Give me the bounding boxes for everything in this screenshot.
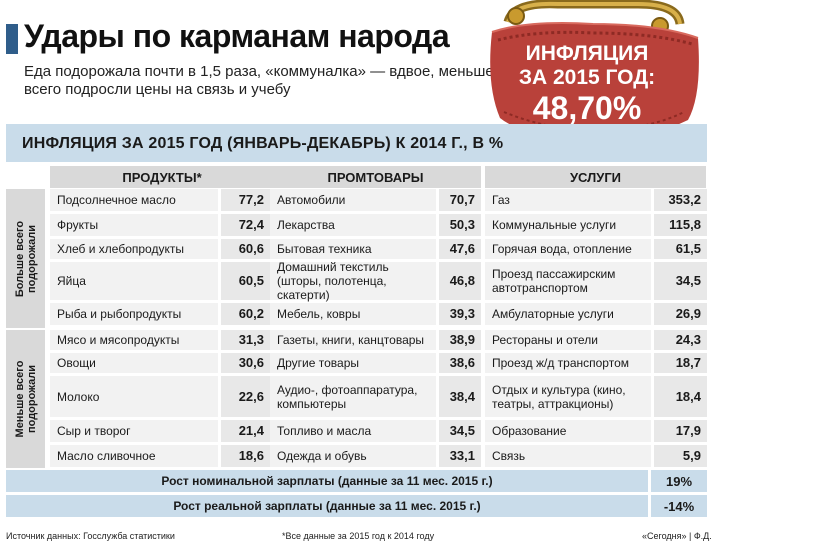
serv-item-label: Проезд пассажирским автотранспортом: [485, 262, 651, 300]
table-title: ИНФЛЯЦИЯ ЗА 2015 ГОД (ЯНВАРЬ-ДЕКАБРЬ) К …: [22, 135, 504, 152]
serv-item-value: 18,7: [654, 353, 707, 373]
food-item-value: 72,4: [221, 214, 270, 236]
food-item-label: Молоко: [50, 376, 218, 417]
food-item-value: 77,2: [221, 189, 270, 211]
food-item-value: 22,6: [221, 376, 270, 417]
food-item-value: 60,2: [221, 303, 270, 325]
serv-item-label: Газ: [485, 189, 651, 211]
serv-item-label: Проезд ж/д транспортом: [485, 353, 651, 373]
food-item-label: Яйца: [50, 262, 218, 300]
serv-item-label: Горячая вода, отопление: [485, 239, 651, 259]
food-item-label: Подсолнечное масло: [50, 189, 218, 211]
food-item-label: Фрукты: [50, 214, 218, 236]
goods-item-label: Другие товары: [270, 353, 436, 373]
goods-item-value: 38,6: [439, 353, 481, 373]
footer-source: Источник данных: Госслужба статистики: [6, 531, 175, 541]
food-item-value: 21,4: [221, 420, 270, 442]
serv-item-label: Образование: [485, 420, 651, 442]
goods-item-label: Автомобили: [270, 189, 436, 211]
goods-item-value: 38,9: [439, 330, 481, 350]
goods-item-label: Одежда и обувь: [270, 445, 436, 467]
serv-item-label: Отдых и культура (кино, театры, аттракци…: [485, 376, 651, 417]
goods-item-value: 39,3: [439, 303, 481, 325]
inflation-badge-label-1: ИНФЛЯЦИЯ: [525, 42, 649, 65]
goods-item-value: 47,6: [439, 239, 481, 259]
inflation-badge: ИНФЛЯЦИЯ ЗА 2015 ГОД: 48,70%: [512, 42, 662, 126]
serv-item-label: Связь: [485, 445, 651, 467]
nominal-wage-value: 19%: [651, 470, 707, 492]
food-item-label: Хлеб и хлебопродукты: [50, 239, 218, 259]
goods-item-value: 33,1: [439, 445, 481, 467]
food-item-label: Мясо и мясопродукты: [50, 330, 218, 350]
goods-item-value: 46,8: [439, 262, 481, 300]
goods-item-label: Лекарства: [270, 214, 436, 236]
page-subtitle: Еда подорожала почти в 1,5 раза, «коммун…: [24, 63, 494, 98]
serv-item-value: 5,9: [654, 445, 707, 467]
goods-item-label: Мебель, ковры: [270, 303, 436, 325]
column-header-services: УСЛУГИ: [485, 166, 706, 188]
real-wage-value: -14%: [651, 495, 707, 517]
page-title: Удары по карманам народа: [24, 18, 450, 54]
goods-item-label: Топливо и масла: [270, 420, 436, 442]
food-item-value: 18,6: [221, 445, 270, 467]
goods-item-value: 50,3: [439, 214, 481, 236]
group-label-least-text: Меньше всего подорожали: [13, 360, 38, 438]
goods-item-value: 34,5: [439, 420, 481, 442]
serv-item-value: 17,9: [654, 420, 707, 442]
goods-item-label: Бытовая техника: [270, 239, 436, 259]
serv-item-value: 34,5: [654, 262, 707, 300]
serv-item-value: 18,4: [654, 376, 707, 417]
food-item-value: 60,6: [221, 239, 270, 259]
column-header-goods: ПРОМТОВАРЫ: [270, 166, 481, 188]
food-item-label: Рыба и рыбопродукты: [50, 303, 218, 325]
group-label-most: Больше всего подорожали: [6, 189, 45, 328]
food-item-value: 60,5: [221, 262, 270, 300]
goods-item-value: 70,7: [439, 189, 481, 211]
column-header-food: ПРОДУКТЫ*: [50, 166, 274, 188]
serv-item-label: Амбулаторные услуги: [485, 303, 651, 325]
real-wage-label: Рост реальной зарплаты (данные за 11 мес…: [6, 495, 648, 517]
nominal-wage-label: Рост номинальной зарплаты (данные за 11 …: [6, 470, 648, 492]
group-label-most-text: Больше всего подорожали: [13, 220, 38, 297]
serv-item-value: 61,5: [654, 239, 707, 259]
serv-item-label: Коммунальные услуги: [485, 214, 651, 236]
title-accent-bar: [6, 24, 18, 54]
food-item-value: 31,3: [221, 330, 270, 350]
goods-item-value: 38,4: [439, 376, 481, 417]
serv-item-value: 115,8: [654, 214, 707, 236]
group-label-least: Меньше всего подорожали: [6, 330, 45, 468]
food-item-label: Масло сливочное: [50, 445, 218, 467]
serv-item-value: 24,3: [654, 330, 707, 350]
serv-item-label: Рестораны и отели: [485, 330, 651, 350]
table-title-band: [6, 124, 707, 162]
serv-item-value: 353,2: [654, 189, 707, 211]
goods-item-label: Газеты, книги, канцтовары: [270, 330, 436, 350]
inflation-badge-value: 48,70%: [532, 90, 642, 126]
food-item-label: Сыр и творог: [50, 420, 218, 442]
food-item-value: 30,6: [221, 353, 270, 373]
inflation-badge-label-2: ЗА 2015 ГОД:: [518, 66, 656, 89]
goods-item-label: Аудио-, фотоаппаратура, компьютеры: [270, 376, 436, 417]
food-item-label: Овощи: [50, 353, 218, 373]
serv-item-value: 26,9: [654, 303, 707, 325]
goods-item-label: Домашний текстиль (шторы, полотенца, ска…: [270, 260, 436, 302]
footer-credit: «Сегодня» | Ф.Д.: [642, 531, 712, 541]
footer-note: *Все данные за 2015 год к 2014 году: [282, 531, 435, 541]
